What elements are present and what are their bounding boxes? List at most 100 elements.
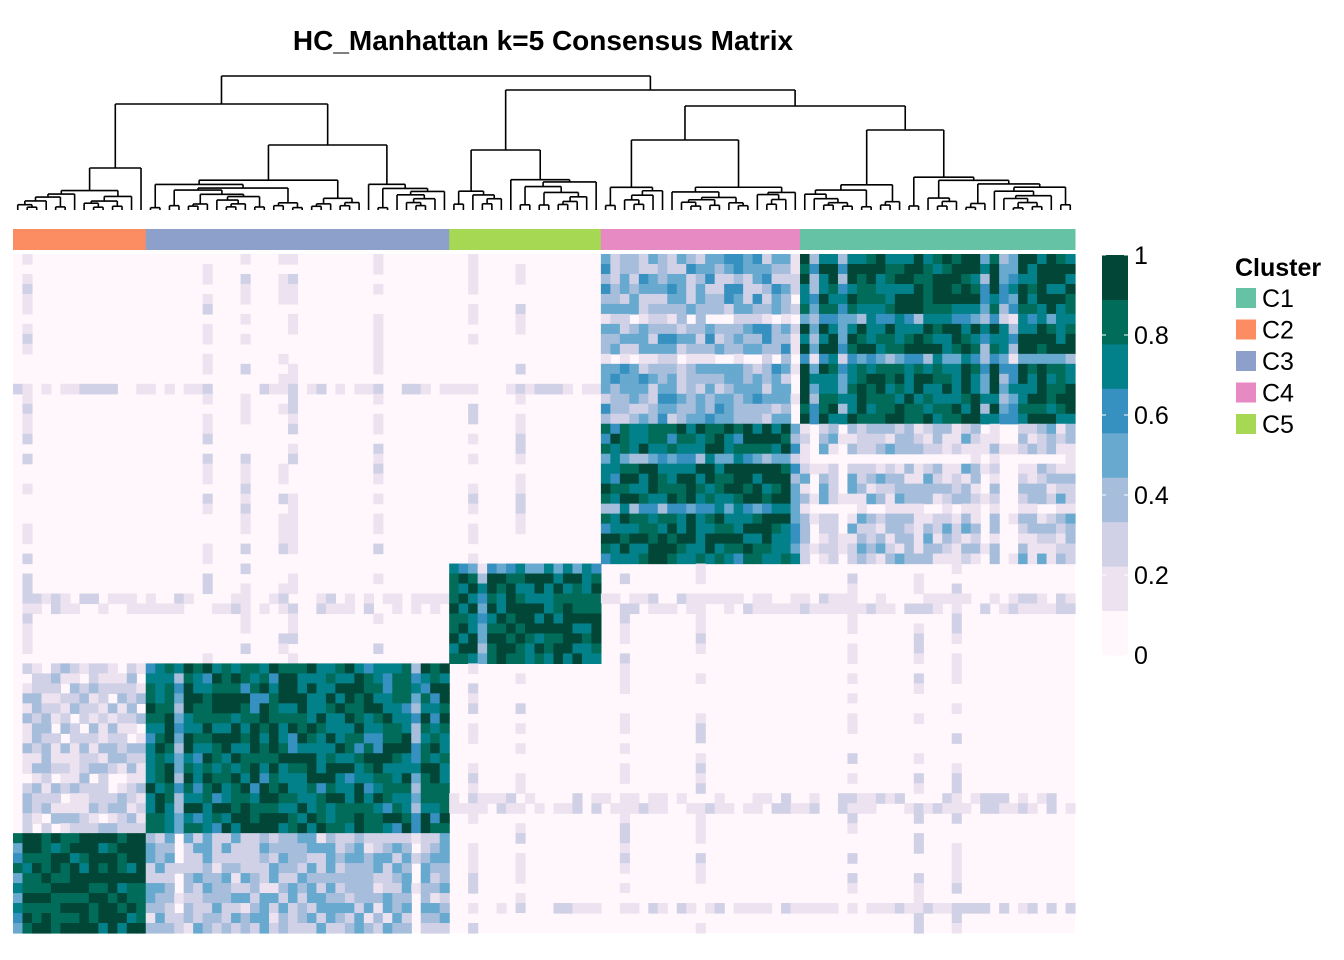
heatmap-cell	[259, 693, 270, 704]
heatmap-cell	[1056, 323, 1067, 335]
heatmap-cell	[79, 853, 90, 864]
heatmap-cell	[989, 453, 1000, 465]
heatmap-cell	[515, 263, 526, 275]
heatmap-cell	[382, 783, 393, 794]
heatmap-cell	[411, 713, 422, 724]
heatmap-cell	[581, 563, 593, 575]
heatmap-cell	[676, 533, 687, 545]
heatmap-cell	[69, 683, 80, 694]
heatmap-cell	[619, 513, 630, 525]
heatmap-cell	[818, 433, 830, 445]
heatmap-cell	[221, 893, 232, 904]
heatmap-cell	[866, 463, 877, 475]
heatmap-cell	[866, 413, 877, 425]
legend-swatch-c1	[1236, 288, 1256, 308]
heatmap-cell	[382, 723, 393, 734]
heatmap-cell	[591, 623, 602, 635]
heatmap-cell	[240, 703, 251, 714]
heatmap-cell	[1065, 413, 1076, 425]
heatmap-cell	[989, 283, 1000, 295]
heatmap-cell	[619, 713, 630, 724]
heatmap-cell	[306, 853, 318, 864]
heatmap-cell	[363, 593, 374, 605]
heatmap-cell	[1056, 523, 1067, 535]
heatmap-cell	[818, 493, 830, 505]
heatmap-cell	[762, 533, 773, 545]
heatmap-cell	[525, 583, 536, 595]
heatmap-cell	[885, 323, 896, 335]
heatmap-cell	[316, 693, 327, 704]
heatmap-cell	[781, 503, 792, 515]
heatmap-cell	[22, 743, 33, 754]
heatmap-cell	[231, 703, 242, 714]
heatmap-cell	[619, 743, 630, 754]
heatmap-cell	[619, 573, 630, 585]
heatmap-cell	[1018, 603, 1029, 615]
heatmap-cell	[932, 303, 943, 315]
heatmap-cell	[866, 433, 877, 445]
heatmap-cell	[269, 683, 280, 694]
heatmap-cell	[885, 283, 896, 295]
heatmap-cell	[306, 693, 318, 704]
heatmap-cell	[790, 283, 801, 295]
heatmap-cell	[856, 533, 867, 545]
heatmap-cell	[240, 353, 251, 365]
heatmap-cell	[107, 673, 118, 684]
heatmap-cell	[41, 703, 52, 714]
heatmap-cell	[259, 903, 270, 914]
heatmap-cell	[923, 303, 934, 315]
heatmap-cell	[202, 273, 213, 285]
heatmap-cell	[316, 703, 327, 714]
heatmap-cell	[250, 893, 261, 904]
heatmap-cell	[847, 723, 858, 734]
heatmap-cell	[686, 543, 697, 555]
heatmap-cell	[50, 743, 62, 754]
heatmap-cell	[22, 913, 33, 924]
heatmap-cell	[515, 313, 526, 325]
heatmap-cell	[515, 603, 526, 615]
heatmap-cell	[705, 533, 716, 545]
heatmap-cell	[278, 753, 289, 764]
heatmap-cell	[894, 423, 905, 435]
heatmap-cell	[695, 353, 706, 365]
heatmap-cell	[619, 723, 630, 734]
heatmap-cell	[923, 373, 934, 385]
heatmap-cell	[942, 793, 953, 804]
heatmap-cell	[382, 713, 393, 724]
heatmap-cell	[762, 463, 773, 475]
heatmap-cell	[932, 333, 943, 345]
heatmap-cell	[676, 433, 687, 445]
heatmap-cell	[980, 283, 991, 295]
heatmap-cell	[13, 913, 24, 924]
heatmap-cell	[913, 643, 924, 655]
heatmap-cell	[743, 503, 754, 515]
heatmap-cell	[335, 743, 346, 754]
heatmap-cell	[771, 553, 782, 565]
heatmap-cell	[13, 923, 24, 934]
heatmap-cell	[828, 533, 839, 545]
heatmap-cell	[221, 843, 232, 854]
heatmap-cell	[401, 703, 412, 714]
heatmap-cell	[714, 473, 725, 485]
heatmap-cell	[155, 773, 166, 784]
heatmap-cell	[695, 523, 706, 535]
heatmap-cell	[818, 343, 830, 355]
heatmap-cell	[790, 533, 801, 545]
heatmap-cell	[591, 573, 602, 585]
heatmap-cell	[809, 373, 820, 385]
heatmap-cell	[31, 663, 43, 674]
heatmap-cell	[667, 283, 678, 295]
heatmap-cell	[913, 883, 924, 894]
heatmap-cell	[468, 483, 479, 495]
heatmap-cell	[913, 623, 924, 635]
heatmap-cell	[174, 913, 185, 924]
heatmap-cell	[221, 753, 232, 764]
heatmap-cell	[287, 403, 299, 415]
heatmap-cell	[174, 693, 185, 704]
heatmap-cell	[913, 323, 924, 335]
heatmap-cell	[667, 473, 678, 485]
heatmap-cell	[22, 433, 33, 445]
heatmap-cell	[202, 673, 213, 684]
heatmap-cell	[31, 783, 43, 794]
heatmap-cell	[259, 823, 270, 834]
